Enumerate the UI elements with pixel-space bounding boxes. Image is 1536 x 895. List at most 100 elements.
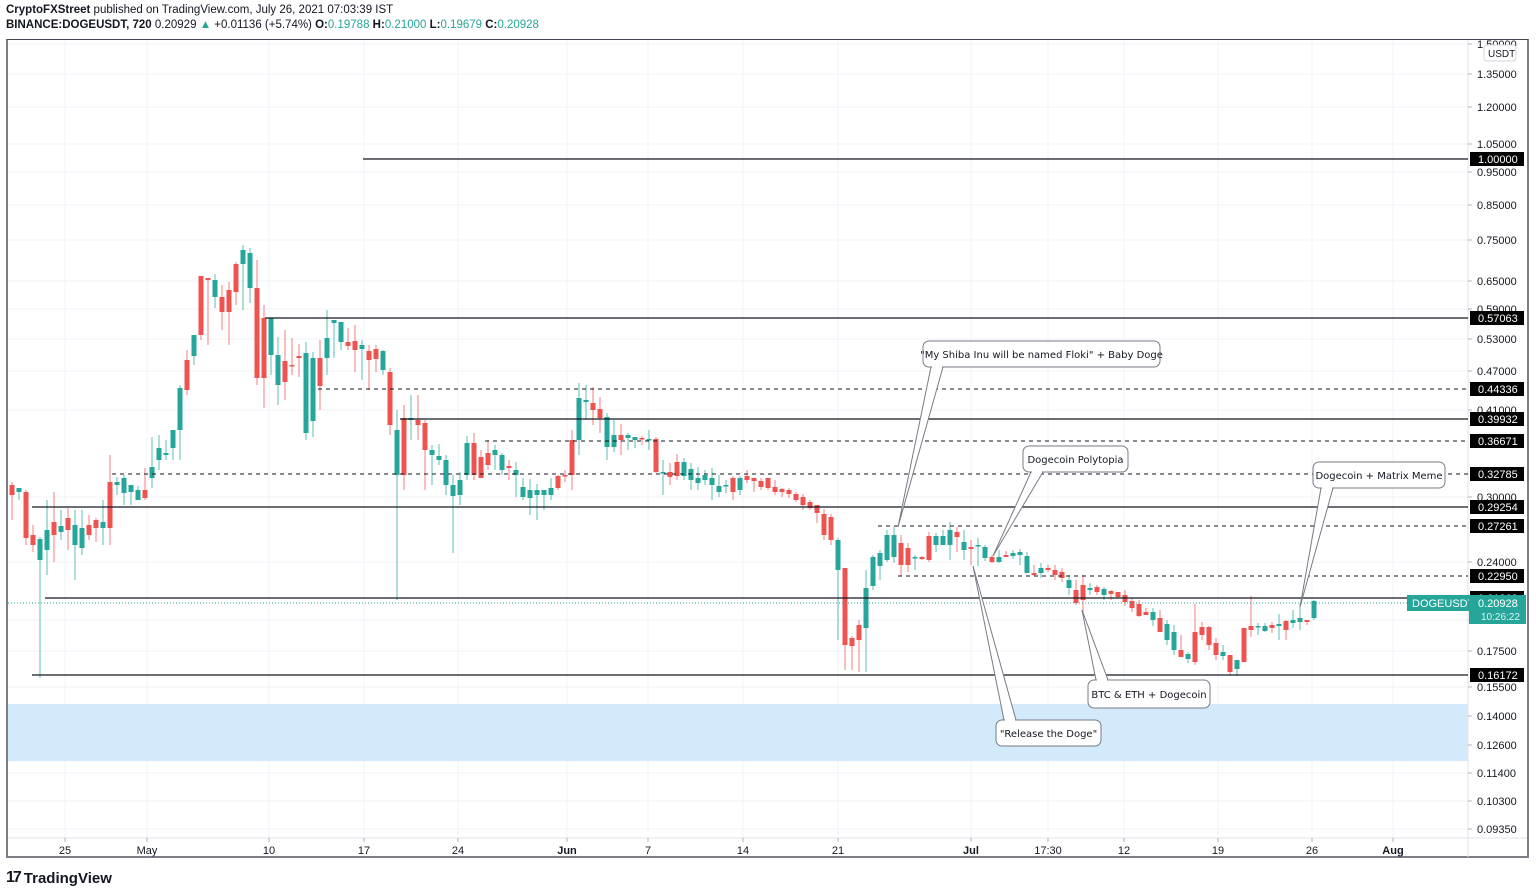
- candle-body[interactable]: [989, 557, 995, 562]
- candle-body[interactable]: [1262, 626, 1268, 631]
- candle-body[interactable]: [1010, 553, 1016, 556]
- candle-body[interactable]: [373, 349, 379, 359]
- candle-body[interactable]: [702, 475, 708, 480]
- candle-body[interactable]: [583, 400, 589, 402]
- candle-body[interactable]: [121, 478, 127, 493]
- candle-body[interactable]: [254, 288, 260, 378]
- candle-body[interactable]: [30, 535, 36, 545]
- candle-body[interactable]: [44, 530, 50, 550]
- callout-box[interactable]: [1312, 461, 1446, 489]
- candle-body[interactable]: [1185, 654, 1191, 659]
- candle-body[interactable]: [37, 539, 43, 560]
- candle-body[interactable]: [947, 530, 953, 545]
- callout-box[interactable]: [995, 719, 1102, 747]
- candle-body[interactable]: [289, 365, 295, 367]
- candle-body[interactable]: [541, 490, 547, 495]
- candle-body[interactable]: [212, 280, 218, 297]
- candle-body[interactable]: [1248, 626, 1254, 630]
- candle-body[interactable]: [149, 467, 155, 478]
- candle-body[interactable]: [1136, 604, 1142, 616]
- candle-body[interactable]: [625, 435, 631, 438]
- candle-body[interactable]: [72, 525, 78, 545]
- callout-box[interactable]: [1087, 679, 1211, 709]
- candle-body[interactable]: [303, 353, 309, 433]
- candle-body[interactable]: [1283, 621, 1289, 630]
- candle-body[interactable]: [1143, 612, 1149, 615]
- candle-body[interactable]: [667, 472, 673, 477]
- candle-body[interactable]: [674, 462, 680, 476]
- currency-badge[interactable]: [1483, 44, 1517, 62]
- candle-body[interactable]: [793, 494, 799, 500]
- candle-body[interactable]: [716, 486, 722, 492]
- candle-body[interactable]: [1059, 572, 1065, 578]
- candle-body[interactable]: [639, 438, 645, 440]
- candle-body[interactable]: [828, 517, 834, 540]
- candle-body[interactable]: [184, 360, 190, 390]
- candle-body[interactable]: [233, 264, 239, 292]
- candle-body[interactable]: [1311, 601, 1317, 618]
- candle-body[interactable]: [107, 482, 113, 528]
- candle-body[interactable]: [548, 488, 554, 495]
- candle-body[interactable]: [1150, 612, 1156, 620]
- candle-body[interactable]: [1206, 627, 1212, 645]
- candle-body[interactable]: [1108, 591, 1114, 594]
- candle-body[interactable]: [1241, 628, 1247, 662]
- candle-body[interactable]: [653, 439, 659, 472]
- callout-box[interactable]: [922, 340, 1161, 368]
- candle-body[interactable]: [870, 557, 876, 586]
- candle-body[interactable]: [506, 466, 512, 468]
- candle-body[interactable]: [163, 453, 169, 455]
- candle-body[interactable]: [156, 448, 162, 460]
- candle-body[interactable]: [1199, 627, 1205, 635]
- candle-body[interactable]: [569, 440, 575, 475]
- candle-body[interactable]: [1255, 626, 1261, 628]
- candle-body[interactable]: [58, 526, 64, 532]
- candle-body[interactable]: [9, 485, 15, 495]
- candle-body[interactable]: [485, 453, 491, 465]
- candle-body[interactable]: [758, 481, 764, 487]
- candle-body[interactable]: [646, 439, 652, 441]
- candle-body[interactable]: [835, 540, 841, 570]
- candle-body[interactable]: [352, 341, 358, 350]
- candle-body[interactable]: [632, 437, 638, 440]
- candle-body[interactable]: [345, 342, 351, 346]
- candle-body[interactable]: [814, 505, 820, 513]
- candle-body[interactable]: [849, 638, 855, 646]
- candle-body[interactable]: [863, 588, 869, 628]
- candle-body[interactable]: [1024, 556, 1030, 573]
- candle-body[interactable]: [968, 547, 974, 549]
- candle-body[interactable]: [772, 487, 778, 492]
- candle-body[interactable]: [394, 430, 400, 475]
- candle-body[interactable]: [464, 443, 470, 475]
- candle-body[interactable]: [723, 485, 729, 487]
- candle-body[interactable]: [499, 455, 505, 470]
- candle-body[interactable]: [1031, 573, 1037, 575]
- candle-body[interactable]: [170, 430, 176, 448]
- candle-body[interactable]: [877, 553, 883, 566]
- candle-body[interactable]: [912, 557, 918, 559]
- candle-body[interactable]: [730, 478, 736, 492]
- candle-body[interactable]: [919, 557, 925, 559]
- candle-body[interactable]: [926, 536, 932, 560]
- candle-body[interactable]: [562, 475, 568, 477]
- candle-body[interactable]: [975, 545, 981, 547]
- candle-body[interactable]: [79, 528, 85, 548]
- candle-body[interactable]: [779, 489, 785, 492]
- candle-body[interactable]: [1087, 588, 1093, 590]
- candle-body[interactable]: [1192, 632, 1198, 662]
- candle-body[interactable]: [590, 403, 596, 410]
- candle-body[interactable]: [443, 460, 449, 485]
- candle-body[interactable]: [1080, 585, 1086, 600]
- candle-body[interactable]: [751, 478, 757, 481]
- candle-body[interactable]: [1178, 650, 1184, 657]
- candle-body[interactable]: [527, 490, 533, 498]
- candle-body[interactable]: [737, 478, 743, 490]
- candle-body[interactable]: [1073, 590, 1079, 603]
- candle-body[interactable]: [1017, 552, 1023, 555]
- candle-body[interactable]: [16, 488, 22, 492]
- candle-body[interactable]: [982, 547, 988, 558]
- candle-body[interactable]: [597, 409, 603, 418]
- candle-body[interactable]: [415, 420, 421, 425]
- candle-body[interactable]: [226, 290, 232, 312]
